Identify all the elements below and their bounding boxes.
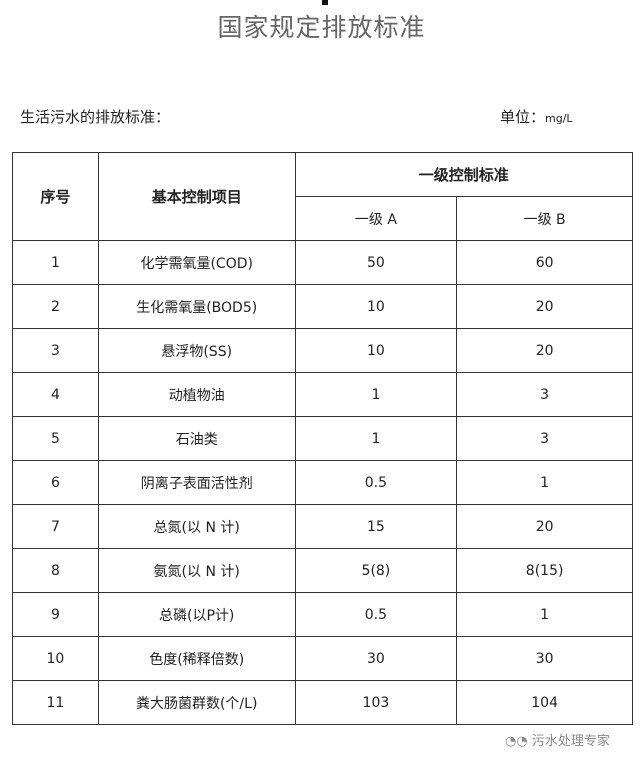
wechat-icon: ◔◔ (505, 734, 532, 749)
cell-a: 15 (294, 504, 458, 549)
cell-item: 粪大肠菌群数(个/L) (97, 680, 296, 725)
cell-b: 20 (456, 284, 633, 329)
cell-a: 10 (294, 328, 458, 373)
cell-item: 悬浮物(SS) (97, 328, 296, 373)
cell-item: 氨氮(以 N 计) (97, 548, 296, 593)
cell-a: 50 (294, 240, 458, 285)
cell-no: 5 (12, 416, 99, 461)
table-row: 10 色度(稀释倍数) 30 30 (12, 636, 633, 681)
table-row: 8 氨氮(以 N 计) 5(8) 8(15) (12, 548, 633, 593)
cell-a: 0.5 (294, 592, 458, 637)
cell-a: 5(8) (294, 548, 458, 593)
header-b: 一级 B (456, 196, 633, 241)
cell-item: 石油类 (97, 416, 296, 461)
cell-a: 30 (294, 636, 458, 681)
header-no: 序号 (12, 152, 99, 241)
cell-no: 6 (12, 460, 99, 505)
cell-b: 20 (456, 504, 633, 549)
cell-b: 8(15) (456, 548, 633, 593)
header-group: 一级控制标准 (294, 152, 634, 197)
cell-no: 11 (12, 680, 99, 725)
cell-a: 10 (294, 284, 458, 329)
cell-no: 10 (12, 636, 99, 681)
cell-item: 总氮(以 N 计) (97, 504, 296, 549)
cell-b: 3 (456, 416, 633, 461)
cell-no: 9 (12, 592, 99, 637)
table-row: 3 悬浮物(SS) 10 20 (12, 328, 633, 373)
cell-no: 8 (12, 548, 99, 593)
cell-item: 生化需氧量(BOD5) (97, 284, 296, 329)
cell-b: 3 (456, 372, 633, 417)
cell-b: 1 (456, 592, 633, 637)
cell-a: 1 (294, 372, 458, 417)
table-row: 1 化学需氧量(COD) 50 60 (12, 240, 633, 285)
cell-item: 总磷(以P计) (97, 592, 296, 637)
cell-b: 60 (456, 240, 633, 285)
cell-b: 30 (456, 636, 633, 681)
top-mark (322, 0, 328, 5)
cell-a: 1 (294, 416, 458, 461)
cell-item: 动植物油 (97, 372, 296, 417)
table-row: 9 总磷(以P计) 0.5 1 (12, 592, 633, 637)
cell-a: 103 (294, 680, 458, 725)
table-row: 6 阴离子表面活性剂 0.5 1 (12, 460, 633, 505)
page-title: 国家规定排放标准 (217, 13, 426, 42)
table-row: 5 石油类 1 3 (12, 416, 633, 461)
header-a: 一级 A (294, 196, 458, 241)
unit-label: 单位： (500, 108, 546, 126)
cell-no: 3 (12, 328, 99, 373)
standards-table: 序号 基本控制项目 一级控制标准 一级 A 一级 B 1 化学需氧量(COD) 50… (12, 152, 634, 725)
unit-value: mg/L (545, 112, 573, 125)
cell-a: 0.5 (294, 460, 458, 505)
cell-item: 色度(稀释倍数) (97, 636, 296, 681)
watermark: ◔◔ 污水处理专家 (505, 730, 610, 749)
watermark-text: 污水处理专家 (531, 734, 610, 749)
header-item: 基本控制项目 (97, 152, 296, 241)
table-row: 2 生化需氧量(BOD5) 10 20 (12, 284, 633, 329)
cell-no: 2 (12, 284, 99, 329)
cell-no: 4 (12, 372, 99, 417)
cell-b: 20 (456, 328, 633, 373)
cell-item: 化学需氧量(COD) (97, 240, 296, 285)
unit: 单位：mg/L (500, 106, 573, 127)
table-row: 11 粪大肠菌群数(个/L) 103 104 (12, 680, 633, 725)
subtitle: 生活污水的排放标准： (20, 108, 171, 126)
cell-b: 1 (456, 460, 633, 505)
table-row: 7 总氮(以 N 计) 15 20 (12, 504, 633, 549)
cell-item: 阴离子表面活性剂 (97, 460, 296, 505)
cell-no: 7 (12, 504, 99, 549)
cell-no: 1 (12, 240, 99, 285)
cell-b: 104 (456, 680, 633, 725)
table-row: 4 动植物油 1 3 (12, 372, 633, 417)
